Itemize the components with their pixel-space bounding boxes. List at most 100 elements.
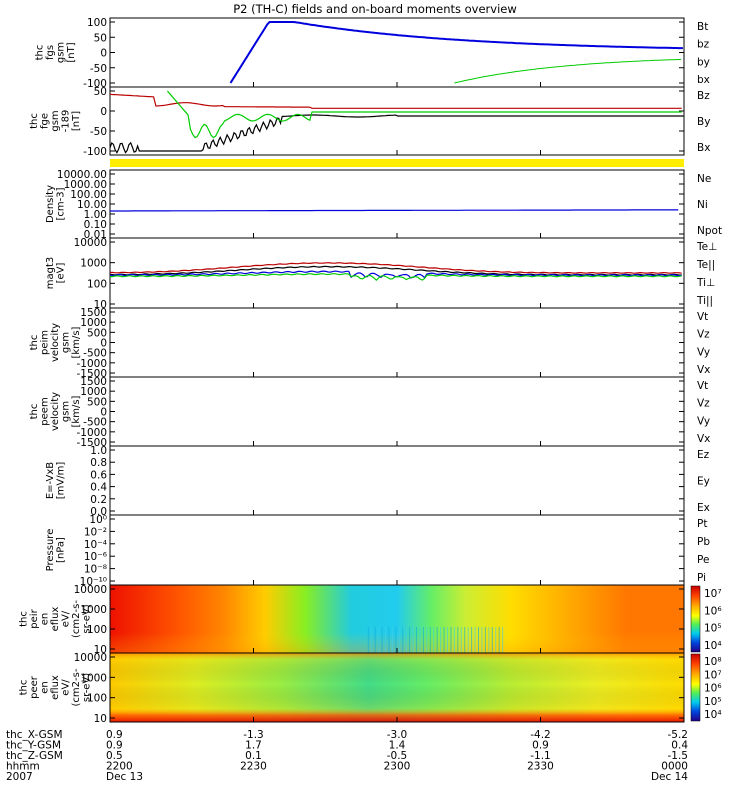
y-axis-label: fgs: [45, 45, 56, 60]
y-tick-label: 500: [87, 327, 107, 339]
x-row-value: Dec 14: [651, 771, 688, 783]
x-row-value: -4.2: [530, 729, 551, 741]
y-tick-label: 10000: [74, 584, 107, 596]
series-npot-line: [110, 209, 679, 212]
x-row-label: thc_Z-GSM: [6, 750, 63, 762]
y-tick-label: 50: [94, 86, 107, 98]
y-axis-label: peim: [40, 330, 51, 355]
peer-spectrogram-shade: [110, 653, 684, 722]
y-axis-label: [nT]: [66, 42, 77, 62]
y-axis-label: magt3: [45, 257, 56, 290]
y-axis-label: en: [40, 613, 51, 626]
x-row-value: -3.0: [387, 729, 408, 741]
y-tick-label: 0: [100, 48, 107, 60]
y-axis-label: gsm: [50, 110, 61, 131]
y-axis-label: [km/s]: [71, 326, 82, 358]
y-axis-label: eV/: [61, 679, 72, 696]
y-axis-label: [km/s]: [71, 395, 82, 427]
x-row-value: -1.3: [243, 729, 264, 741]
legend-temp-2: Ti⊥: [696, 277, 715, 289]
y-axis-label: gsm: [61, 332, 72, 353]
y-tick-label: -1500: [76, 437, 107, 449]
x-row-value: -5.2: [668, 729, 689, 741]
panel-frame-pressure: [109, 514, 685, 586]
series-ti-par-line: [110, 273, 682, 282]
y-axis-label: [nT]: [71, 111, 82, 131]
x-row-value: 0.9: [106, 740, 123, 752]
legend-fge-2: Bx: [697, 142, 710, 154]
quality-flag-bar: [110, 159, 684, 167]
y-axis-label: Density: [45, 185, 56, 223]
x-row-value: 0.4: [671, 740, 688, 752]
y-axis-label: [mV/m]: [55, 462, 66, 500]
y-tick-label: 10⁻²: [84, 526, 107, 538]
y-tick-label: -50: [90, 126, 107, 138]
y-tick-label: 0: [100, 338, 107, 350]
series-bt-line: [229, 21, 683, 84]
colorbar-label: 10⁵: [704, 696, 722, 708]
panel-frame-efield: [109, 445, 685, 516]
y-axis-label: -189: [61, 110, 72, 133]
y-axis-label: thc: [34, 45, 45, 61]
y-axis-label: thc: [29, 335, 40, 351]
x-row-label: 2007: [6, 771, 33, 783]
legend-density-2: Npot: [697, 225, 722, 237]
y-axis-label: thc: [29, 404, 40, 420]
y-tick-label: 0: [100, 106, 107, 118]
legend-fge-0: Bz: [697, 90, 710, 102]
panel-frame-density: [109, 169, 685, 239]
legend-fgs-1: bz: [697, 39, 710, 51]
y-tick-label: 10.00: [77, 199, 107, 211]
y-tick-label: 0.4: [90, 482, 107, 494]
y-axis-label: peir: [29, 608, 40, 628]
y-tick-label: 100: [87, 17, 107, 29]
x-row-value: -0.5: [387, 750, 408, 762]
x-row-value: 2330: [527, 761, 554, 773]
y-tick-label: 10: [94, 713, 107, 725]
colorbar-peer: [690, 653, 701, 722]
y-tick-label: 1000: [80, 317, 107, 329]
y-tick-label: 10: [94, 299, 107, 311]
x-row-value: 2300: [384, 761, 411, 773]
y-axis-label: thc: [29, 113, 40, 129]
series-by-fge-line: [166, 90, 682, 139]
series-by-line: [454, 58, 682, 84]
y-axis-label: peer: [29, 675, 40, 699]
y-tick-label: 100: [87, 693, 107, 705]
y-axis-label: eflux: [50, 675, 61, 700]
y-axis-label: [eV]: [55, 263, 66, 284]
y-tick-label: 10: [94, 644, 107, 656]
y-axis-label: [nPa]: [55, 537, 66, 563]
x-row-value: -1.5: [668, 750, 689, 762]
chart-title: P2 (TH-C) fields and on-board moments ov…: [233, 2, 517, 16]
y-tick-label: -50: [90, 63, 107, 75]
x-row-value: 1.4: [389, 740, 406, 752]
y-tick-label: 50: [94, 32, 107, 44]
y-axis-label: sr-eV): [82, 604, 93, 633]
y-tick-label: 0.01: [84, 229, 107, 241]
y-axis-label: en: [40, 681, 51, 694]
y-tick-label: 1000: [80, 604, 107, 616]
x-row-value: Dec 13: [106, 771, 143, 783]
legend-density-1: Ni: [697, 199, 708, 211]
x-row-label: thc_X-GSM: [6, 729, 63, 741]
y-tick-label: 100.00: [70, 189, 107, 201]
y-tick-label: 1000: [80, 672, 107, 684]
colorbar-label: 10⁷: [704, 669, 722, 681]
y-axis-label: E=-VxB: [45, 462, 56, 499]
y-tick-label: -500: [83, 348, 107, 360]
y-tick-label: -100: [83, 78, 107, 90]
series-te-perp-line: [109, 262, 682, 274]
legend-fge-1: By: [697, 116, 710, 128]
y-axis-label: gsm: [61, 401, 72, 422]
colorbar-label: 10⁷: [704, 588, 722, 600]
y-tick-label: 100: [87, 278, 107, 290]
legend-fgs-2: by: [697, 56, 710, 68]
colorbar-label: 10⁴: [704, 709, 722, 721]
y-tick-label: 0: [100, 407, 107, 419]
y-axis-label: [cm-3]: [55, 187, 66, 220]
y-tick-label: -1500: [76, 368, 107, 380]
panel-frame-peem: [109, 376, 685, 447]
legend-peem-1: Vz: [697, 398, 710, 410]
legend-pressure-1: Pb: [697, 536, 710, 548]
